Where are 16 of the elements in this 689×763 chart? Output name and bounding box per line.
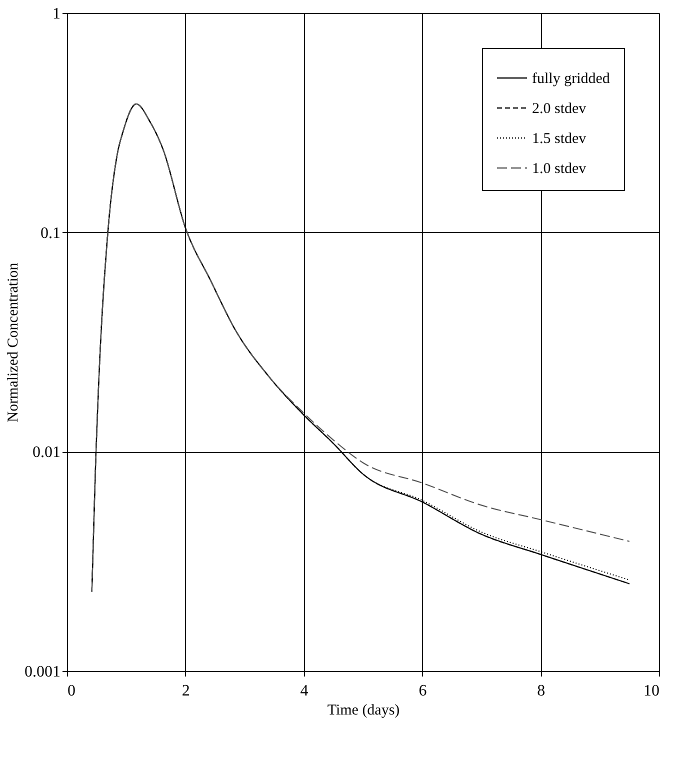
x-tick-label: 8 — [537, 682, 546, 700]
y-tick-label: 0.001 — [24, 664, 60, 680]
x-tick-label: 2 — [182, 682, 190, 700]
x-tick-label: 0 — [68, 682, 76, 700]
y-tick-label: 1 — [52, 6, 60, 22]
legend-label: 1.0 stdev — [532, 161, 587, 177]
x-tick-label: 6 — [418, 682, 427, 700]
y-tick-label: 0.1 — [40, 224, 60, 242]
x-tick-label: 4 — [300, 682, 308, 700]
y-axis-title: Normalized Concentration — [6, 262, 22, 422]
y-tick-label: 0.01 — [32, 444, 60, 462]
x-tick-label: 10 — [644, 682, 660, 700]
legend-label: 2.0 stdev — [532, 101, 587, 117]
legend-label: 1.5 stdev — [532, 131, 587, 147]
x-axis-title: Time (days) — [327, 702, 400, 718]
legend-label: fully gridded — [532, 71, 610, 87]
